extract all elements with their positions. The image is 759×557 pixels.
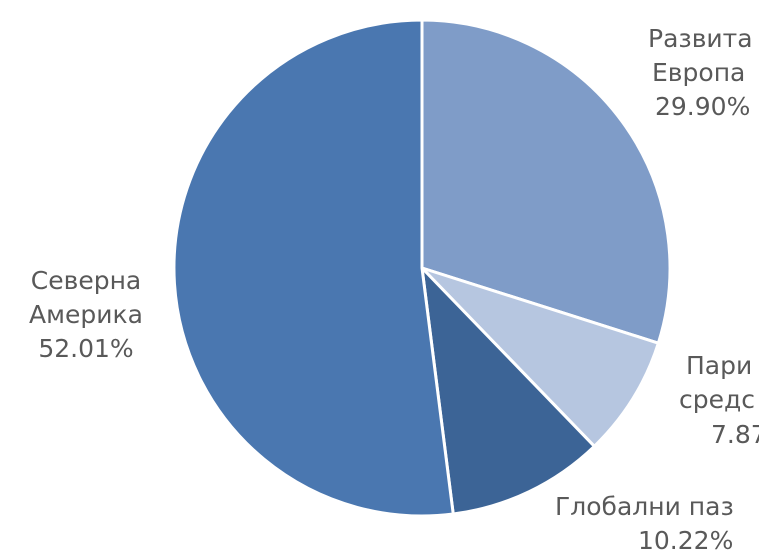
slice-label-line: Пари [686,351,752,380]
slice-label-line: Северна [31,266,142,295]
slice-label-parichni-sredstva: Пари средс 7.87 [679,351,759,449]
slice-label-line: Глобални паз [555,492,734,521]
slice-label-line: средс [679,385,755,414]
slice-label-globalni-pazari: Глобални паз 10.22% [555,492,734,555]
pie-slice-2 [420,266,596,516]
pie-slice-1 [420,266,660,448]
slice-label-severna-amerika: Северна Америка 52.01% [29,266,143,363]
slice-label-line: Европа [652,58,745,87]
slice-value-label: 7.87 [711,420,759,449]
pie-slice-3 [172,18,455,518]
pie-slice-0 [420,18,672,345]
pie-slices [172,18,672,518]
slice-value-label: 52.01% [38,334,133,363]
slice-label-razvita-evropa: Развита Европа 29.90% [648,24,753,121]
slice-value-label: 29.90% [655,92,750,121]
slice-label-line: Америка [29,300,143,329]
slice-label-line: Развита [648,24,753,53]
slice-value-label: 10.22% [638,526,733,555]
